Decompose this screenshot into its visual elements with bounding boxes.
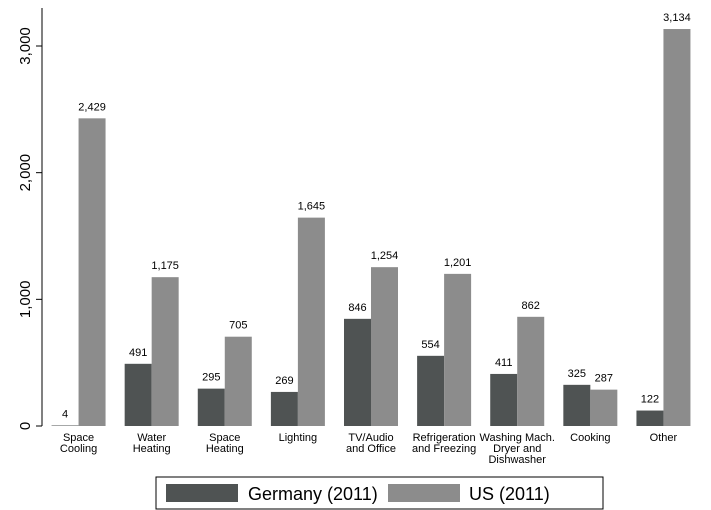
data-label: 4 xyxy=(62,408,68,420)
data-label: 411 xyxy=(495,357,513,369)
category-label-line: Other xyxy=(650,432,678,444)
data-labels: 4 2,429 491 1,175 295 705 269 1,645 846 1,254 554 1… xyxy=(62,12,691,420)
bar xyxy=(490,373,518,426)
category-label-line: and Office xyxy=(346,443,396,455)
category-label-line: Refrigeration xyxy=(413,432,476,444)
category-label-line: Heating xyxy=(206,443,244,455)
legend-swatch xyxy=(166,484,238,502)
data-label: 554 xyxy=(421,339,439,351)
bar xyxy=(636,410,664,426)
y-tick-label: 0 xyxy=(17,422,34,430)
bars xyxy=(51,29,691,427)
data-label: 1,254 xyxy=(371,250,399,262)
category-label-line: Water xyxy=(137,432,166,444)
data-label: 846 xyxy=(348,302,366,314)
data-label: 705 xyxy=(229,320,247,332)
legend: Germany (2011) US (2011) xyxy=(155,476,604,510)
y-tick-label: 1,000 xyxy=(17,281,34,319)
bar xyxy=(590,389,618,426)
data-label: 287 xyxy=(595,373,613,385)
y-axis: 0 1,000 2,000 3,000 xyxy=(17,8,43,430)
category-label: Lighting xyxy=(279,432,318,444)
category-label-line: Lighting xyxy=(279,432,318,444)
data-label: 269 xyxy=(275,375,293,387)
data-label: 1,201 xyxy=(444,257,472,269)
category-label: Water Heating xyxy=(133,432,171,455)
data-label: 1,175 xyxy=(151,260,179,272)
category-label: Other xyxy=(650,432,678,444)
bar xyxy=(297,217,325,426)
data-label: 2,429 xyxy=(78,101,106,113)
bar xyxy=(371,267,398,426)
category-label-line: and Freezing xyxy=(412,443,476,455)
category-label-line: Space xyxy=(63,432,94,444)
bar xyxy=(151,277,179,426)
category-label-line: TV/Audio xyxy=(348,432,393,444)
category-label-line: Dishwasher xyxy=(488,454,546,466)
data-label: 122 xyxy=(641,394,659,406)
category-label: Cooking xyxy=(570,432,610,444)
bar xyxy=(51,425,79,426)
category-label-line: Cooking xyxy=(570,432,610,444)
data-label: 295 xyxy=(202,372,220,384)
bar xyxy=(417,355,445,426)
category-label-line: Cooling xyxy=(60,443,97,455)
category-label: TV/Audio and Office xyxy=(346,432,396,455)
y-tick-label: 3,000 xyxy=(17,27,34,65)
category-label-line: Washing Mach. xyxy=(480,432,555,444)
data-label: 325 xyxy=(568,368,586,380)
data-label: 3,134 xyxy=(663,12,691,24)
legend-swatch xyxy=(388,484,460,502)
y-tick-label: 2,000 xyxy=(17,154,34,192)
category-label-line: Heating xyxy=(133,443,171,455)
bar xyxy=(444,273,472,426)
bar xyxy=(344,318,371,426)
bar xyxy=(563,384,591,426)
legend-label: Germany (2011) xyxy=(248,484,378,504)
legend-label: US (2011) xyxy=(469,484,550,504)
data-label: 491 xyxy=(129,347,147,359)
data-label: 862 xyxy=(522,300,540,312)
bar xyxy=(663,29,691,426)
bar xyxy=(270,391,298,426)
category-label: Space Heating xyxy=(206,432,244,455)
category-label: Space Cooling xyxy=(60,432,97,455)
bar xyxy=(224,336,252,426)
bar xyxy=(197,388,225,426)
bar xyxy=(124,363,152,426)
category-label-line: Dryer and xyxy=(493,443,541,455)
category-label-line: Space xyxy=(209,432,240,444)
bar xyxy=(78,118,106,427)
bar xyxy=(517,316,545,426)
category-label: Refrigeration and Freezing xyxy=(412,432,476,455)
category-label: Washing Mach. Dryer and Dishwasher xyxy=(480,432,555,466)
data-label: 1,645 xyxy=(298,201,326,213)
